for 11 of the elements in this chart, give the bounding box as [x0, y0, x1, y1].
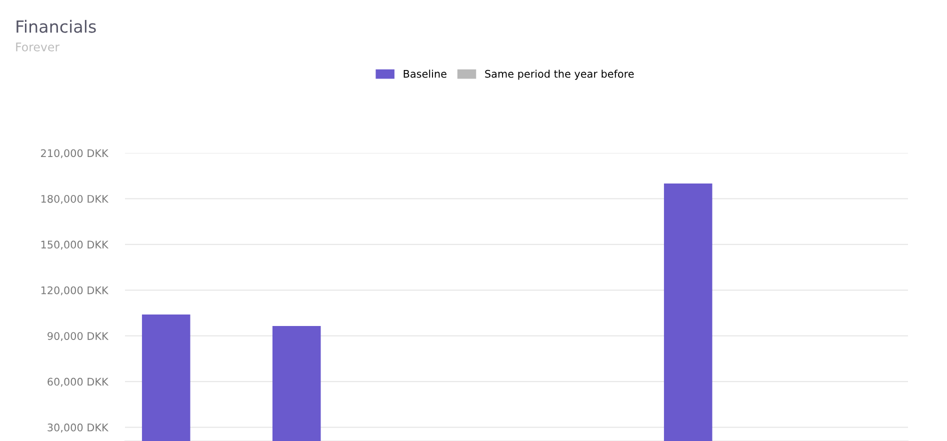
y-tick-label: 180,000 DKK [41, 194, 109, 204]
legend-label: Baseline [404, 70, 446, 78]
y-tick-label: 210,000 DKK [41, 149, 109, 158]
y-tick-label: 60,000 DKK [48, 378, 109, 387]
chart-subtitle: Forever [16, 42, 60, 52]
y-tick-label: 120,000 DKK [41, 286, 109, 296]
chart-title: Financials [16, 20, 96, 33]
y-tick-label: 30,000 DKK [48, 424, 109, 432]
y-tick-label: 90,000 DKK [48, 332, 109, 342]
y-tick-label: 150,000 DKK [41, 240, 109, 250]
legend-label: Same period the year before [485, 70, 634, 80]
